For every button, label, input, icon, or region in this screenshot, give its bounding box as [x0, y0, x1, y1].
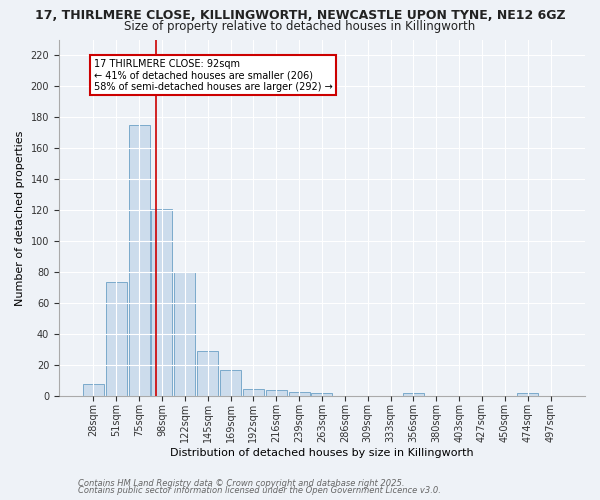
Bar [266, 390, 287, 396]
Text: 17 THIRLMERE CLOSE: 92sqm
← 41% of detached houses are smaller (206)
58% of semi: 17 THIRLMERE CLOSE: 92sqm ← 41% of detac… [94, 58, 332, 92]
Y-axis label: Number of detached properties: Number of detached properties [15, 130, 25, 306]
Bar [220, 370, 241, 396]
Text: Contains HM Land Registry data © Crown copyright and database right 2025.: Contains HM Land Registry data © Crown c… [78, 478, 404, 488]
Bar [243, 388, 264, 396]
Bar [106, 282, 127, 397]
Bar [151, 209, 172, 396]
Text: 17, THIRLMERE CLOSE, KILLINGWORTH, NEWCASTLE UPON TYNE, NE12 6GZ: 17, THIRLMERE CLOSE, KILLINGWORTH, NEWCA… [35, 9, 565, 22]
Bar [128, 125, 149, 396]
Bar [83, 384, 104, 396]
Text: Contains public sector information licensed under the Open Government Licence v3: Contains public sector information licen… [78, 486, 441, 495]
Bar [174, 272, 195, 396]
Bar [311, 393, 332, 396]
X-axis label: Distribution of detached houses by size in Killingworth: Distribution of detached houses by size … [170, 448, 474, 458]
Bar [197, 352, 218, 397]
Bar [403, 393, 424, 396]
Bar [289, 392, 310, 396]
Text: Size of property relative to detached houses in Killingworth: Size of property relative to detached ho… [124, 20, 476, 33]
Bar [517, 393, 538, 396]
